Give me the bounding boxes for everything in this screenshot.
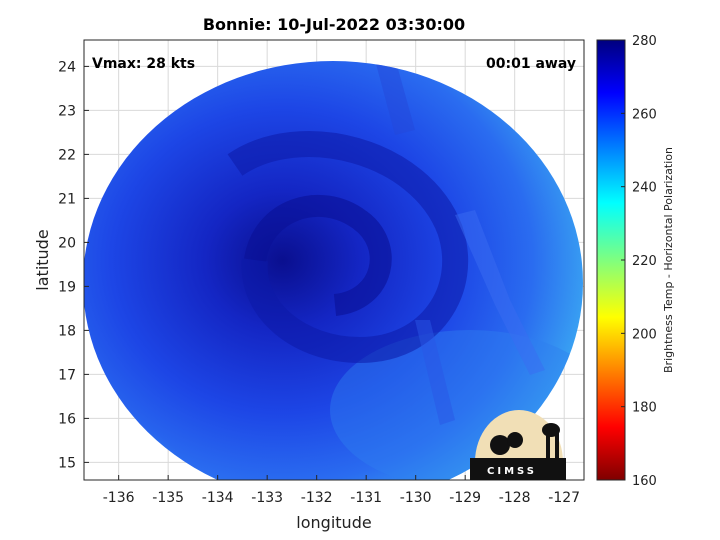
x-tick-label: -132	[301, 490, 333, 506]
chart-title: Bonnie: 10-Jul-2022 03:30:00	[203, 15, 465, 34]
colorbar-tick-label: 240	[632, 181, 657, 196]
y-tick-label: 24	[58, 59, 76, 75]
colorbar: 160 180 200 220 240 260 280 Brightness Temp - …	[596, 34, 675, 489]
time-offset-annotation: 00:01 away	[486, 56, 576, 72]
y-tick-label: 19	[58, 279, 76, 295]
cimss-logo: CIMSS	[470, 410, 566, 480]
x-tick-label: -129	[449, 490, 481, 506]
colorbar-tick-label: 200	[632, 327, 657, 342]
y-axis-ticks: 15 16 17 18 19 20 21 22 23 24	[58, 59, 89, 471]
y-tick-label: 15	[58, 455, 76, 471]
x-tick-label: -131	[350, 490, 382, 506]
y-tick-label: 21	[58, 191, 76, 207]
y-tick-label: 22	[58, 147, 76, 163]
x-tick-label: -133	[251, 490, 283, 506]
x-tick-label: -136	[103, 490, 135, 506]
y-tick-label: 20	[58, 235, 76, 251]
colorbar-tick-label: 180	[632, 401, 657, 416]
colorbar-ticks: 160 180 200 220 240 260 280	[621, 34, 657, 489]
logo-text: CIMSS	[487, 466, 537, 477]
colorbar-tick-label: 160	[632, 474, 657, 489]
x-axis-label: longitude	[296, 513, 371, 532]
colorbar-tick-label: 280	[632, 34, 657, 49]
x-tick-label: -128	[499, 490, 531, 506]
colorbar-bar	[596, 39, 626, 481]
plot-frame	[83, 39, 585, 481]
vmax-annotation: Vmax: 28 kts	[92, 56, 195, 72]
y-tick-label: 23	[58, 103, 76, 119]
x-tick-label: -134	[202, 490, 234, 506]
colorbar-tick-label: 260	[632, 107, 657, 122]
y-axis-label: latitude	[33, 229, 52, 290]
y-tick-label: 16	[58, 411, 76, 427]
colorbar-label: Brightness Temp - Horizontal Polarizatio…	[662, 147, 675, 373]
x-tick-label: -135	[152, 490, 184, 506]
x-axis-ticks: -136 -135 -134 -133 -132 -131 -130 -129 -128 -127	[103, 475, 580, 506]
y-tick-label: 18	[58, 323, 76, 339]
x-tick-label: -127	[548, 490, 580, 506]
y-tick-label: 17	[58, 367, 76, 383]
x-tick-label: -130	[400, 490, 432, 506]
colorbar-tick-label: 220	[632, 254, 657, 269]
